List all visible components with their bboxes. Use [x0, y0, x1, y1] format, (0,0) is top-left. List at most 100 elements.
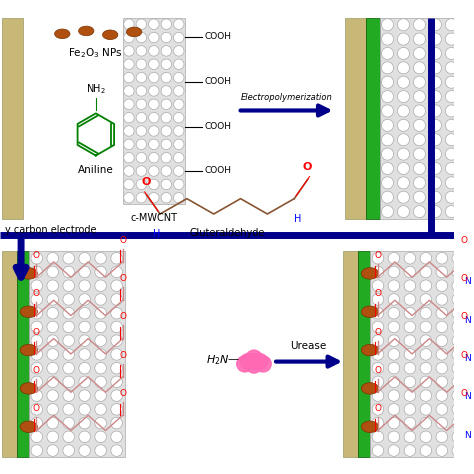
Circle shape	[436, 266, 447, 278]
Circle shape	[63, 390, 74, 401]
Circle shape	[47, 445, 58, 456]
Ellipse shape	[361, 344, 379, 356]
Circle shape	[79, 431, 91, 443]
Circle shape	[95, 266, 106, 278]
Circle shape	[404, 403, 416, 415]
Circle shape	[31, 403, 43, 415]
Bar	[380, 18, 474, 219]
Circle shape	[446, 105, 457, 117]
Circle shape	[31, 363, 43, 374]
Circle shape	[404, 321, 416, 333]
Circle shape	[452, 321, 464, 333]
Circle shape	[372, 431, 384, 443]
Circle shape	[95, 390, 106, 401]
Circle shape	[47, 280, 58, 292]
Circle shape	[47, 349, 58, 360]
Circle shape	[413, 47, 426, 60]
Circle shape	[404, 280, 416, 292]
Circle shape	[446, 206, 457, 218]
Circle shape	[429, 47, 441, 60]
Circle shape	[173, 126, 184, 136]
Circle shape	[413, 76, 426, 88]
Circle shape	[382, 177, 393, 189]
Circle shape	[436, 335, 447, 346]
Ellipse shape	[20, 306, 37, 318]
Circle shape	[31, 266, 43, 278]
Circle shape	[372, 390, 384, 401]
Circle shape	[420, 308, 432, 319]
Circle shape	[136, 99, 146, 109]
Circle shape	[63, 266, 74, 278]
Circle shape	[47, 417, 58, 429]
Text: O: O	[119, 389, 126, 398]
Circle shape	[95, 417, 106, 429]
Text: Fe$_2$O$_3$ NPs: Fe$_2$O$_3$ NPs	[68, 46, 123, 60]
Circle shape	[136, 32, 146, 43]
Circle shape	[404, 294, 416, 305]
Text: O: O	[460, 236, 467, 245]
Circle shape	[452, 403, 464, 415]
Circle shape	[95, 363, 106, 374]
Circle shape	[95, 253, 106, 264]
Text: COOH: COOH	[204, 77, 231, 86]
Circle shape	[372, 294, 384, 305]
Ellipse shape	[361, 306, 379, 318]
Circle shape	[420, 363, 432, 374]
Circle shape	[436, 294, 447, 305]
Circle shape	[382, 105, 393, 117]
Circle shape	[79, 253, 91, 264]
Circle shape	[452, 445, 464, 456]
Circle shape	[148, 126, 159, 136]
Text: c-MWCNT: c-MWCNT	[130, 213, 177, 223]
Circle shape	[124, 179, 134, 190]
Circle shape	[436, 308, 447, 319]
Circle shape	[31, 294, 43, 305]
Circle shape	[413, 163, 426, 174]
Circle shape	[95, 321, 106, 333]
Ellipse shape	[461, 117, 474, 129]
Circle shape	[173, 32, 184, 43]
Circle shape	[47, 294, 58, 305]
Text: H: H	[473, 354, 474, 363]
Circle shape	[436, 417, 447, 429]
Circle shape	[173, 166, 184, 176]
Circle shape	[111, 253, 122, 264]
Text: $H_2N$—: $H_2N$—	[206, 353, 241, 366]
Ellipse shape	[461, 175, 474, 186]
Circle shape	[246, 354, 262, 370]
Ellipse shape	[461, 146, 474, 157]
Circle shape	[372, 417, 384, 429]
Circle shape	[148, 46, 159, 56]
Circle shape	[461, 62, 474, 74]
Circle shape	[63, 403, 74, 415]
Circle shape	[31, 431, 43, 443]
Circle shape	[136, 112, 146, 123]
Circle shape	[47, 403, 58, 415]
Text: O: O	[460, 312, 467, 321]
Circle shape	[461, 18, 474, 31]
Circle shape	[398, 177, 410, 189]
Circle shape	[452, 308, 464, 319]
Circle shape	[79, 335, 91, 346]
Circle shape	[452, 376, 464, 388]
Text: O: O	[374, 366, 381, 375]
Circle shape	[398, 47, 410, 60]
Bar	[358, 251, 370, 457]
Circle shape	[63, 445, 74, 456]
Circle shape	[95, 294, 106, 305]
Circle shape	[111, 280, 122, 292]
Circle shape	[136, 153, 146, 163]
Circle shape	[124, 112, 134, 123]
Circle shape	[161, 59, 172, 70]
Circle shape	[388, 266, 400, 278]
Text: N: N	[465, 277, 471, 286]
Circle shape	[436, 321, 447, 333]
Text: O: O	[374, 328, 381, 337]
Text: O: O	[33, 289, 40, 298]
Circle shape	[63, 308, 74, 319]
Circle shape	[173, 99, 184, 109]
Circle shape	[388, 376, 400, 388]
Text: H: H	[153, 229, 160, 239]
Circle shape	[413, 191, 426, 203]
Circle shape	[95, 376, 106, 388]
